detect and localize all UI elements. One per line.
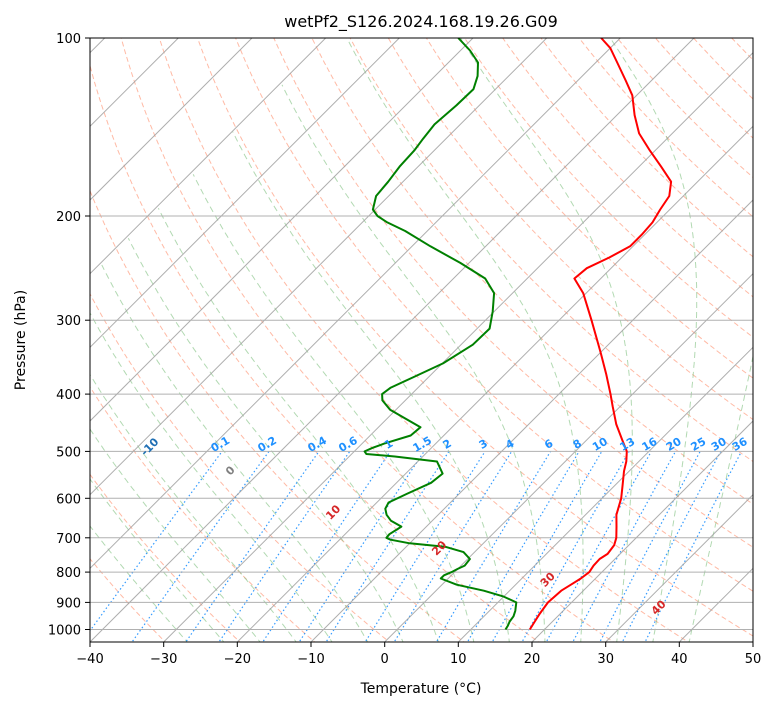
isotherm — [90, 38, 695, 642]
series-temperature-line — [528, 38, 673, 631]
x-tick-label: 50 — [745, 652, 762, 667]
mixing-ratio-line — [298, 451, 425, 642]
isotherm — [90, 38, 400, 349]
x-tick-label: 20 — [524, 652, 541, 667]
series-dewpoint-line — [363, 38, 518, 631]
x-axis: −40 −30 −20 −10 0 10 20 30 40 50 — [76, 642, 761, 667]
x-tick-label: −40 — [76, 652, 103, 667]
mixing-ratio-label: 6 — [542, 437, 555, 452]
x-axis-title: Temperature (°C) — [360, 681, 482, 697]
y-tick-label: 600 — [56, 492, 81, 507]
isotherm — [90, 38, 621, 570]
y-tick-label: 400 — [56, 388, 81, 403]
dry-adiabat — [425, 38, 753, 379]
dry-adiabat — [540, 38, 753, 258]
mixing-ratio-line — [466, 451, 580, 642]
dry-adiabat — [273, 38, 753, 548]
dry-adiabat — [654, 38, 753, 139]
y-tick-label: 1000 — [48, 624, 81, 639]
isotherm — [163, 51, 753, 642]
dry-adiabat — [158, 38, 690, 642]
mixing-ratio-line — [393, 451, 513, 642]
x-tick-label: 30 — [597, 652, 614, 667]
x-tick-label: −30 — [150, 652, 177, 667]
dry-adiabat-label: -10 — [138, 435, 161, 458]
isotherm — [678, 567, 753, 642]
dry-adiabat — [744, 11, 775, 645]
dry-adiabat — [235, 38, 753, 592]
y-tick-label: 700 — [56, 532, 81, 547]
moist-adiabat — [232, 131, 510, 642]
x-tick-label: 10 — [450, 652, 467, 667]
x-tick-label: 40 — [671, 652, 688, 667]
profiles — [363, 38, 673, 631]
isotherm — [90, 38, 327, 275]
chart-title: wetPf2_S126.2024.168.19.26.G09 — [284, 12, 558, 32]
dry-adiabat — [578, 38, 753, 218]
moist-adiabat — [90, 373, 297, 642]
dry-adiabat — [90, 473, 241, 642]
mixing-ratio-label: 3 — [477, 437, 490, 452]
y-tick-label: 800 — [56, 566, 81, 581]
moist-adiabat — [281, 84, 546, 642]
y-axis: 100 200 300 400 500 600 700 800 900 1000 — [48, 32, 90, 639]
mixing-ratio-line — [572, 451, 677, 642]
x-tick-label: −20 — [224, 652, 251, 667]
dry-adiabat — [90, 63, 540, 642]
moist-adiabat — [101, 264, 369, 642]
gridlines — [90, 38, 753, 642]
dry-adiabat — [692, 38, 753, 100]
y-tick-label: 300 — [56, 314, 81, 329]
dry-adiabat — [90, 385, 316, 642]
plot-frame — [89, 37, 754, 643]
isotherm — [90, 38, 253, 201]
mixing-ratio-line — [545, 451, 652, 642]
dry-adiabat — [502, 38, 753, 298]
mixing-ratio-line — [599, 451, 701, 642]
moist-adiabat — [157, 207, 439, 642]
mixing-ratio-line — [218, 451, 351, 642]
dry-adiabat-label: 10 — [323, 502, 343, 522]
dry-adiabat — [616, 38, 753, 179]
y-tick-label: 200 — [56, 210, 81, 225]
dry-adiabat — [349, 38, 753, 463]
dry-adiabat — [120, 38, 615, 642]
mixing-ratio-line — [325, 451, 450, 642]
y-tick-label: 100 — [56, 32, 81, 47]
moist-adiabat — [90, 311, 333, 642]
mixing-ratio-label: 2 — [441, 437, 454, 452]
dry-adiabat — [311, 38, 753, 505]
background-lines — [90, 11, 775, 645]
isotherm — [90, 38, 474, 422]
mixing-ratio-line — [364, 451, 486, 642]
moist-adiabat — [90, 525, 188, 642]
mixing-ratio-line — [435, 451, 552, 642]
moist-adiabat — [127, 237, 404, 642]
isotherm — [236, 125, 753, 642]
mixing-ratio-label: 4 — [503, 437, 516, 452]
mixing-ratio-line — [262, 451, 391, 642]
x-tick-label: 0 — [381, 652, 389, 667]
isotherm — [531, 420, 753, 642]
isotherm — [457, 346, 753, 642]
y-tick-label: 900 — [56, 596, 81, 611]
isotherm — [90, 38, 548, 496]
mixing-ratio-line — [131, 451, 270, 642]
mixing-ratio-line — [621, 451, 722, 642]
isotherm — [605, 493, 753, 642]
moist-adiabat — [609, 38, 698, 642]
moist-adiabat — [90, 428, 261, 642]
isotherm — [384, 272, 753, 642]
y-axis-title: Pressure (hPa) — [13, 290, 29, 390]
y-tick-label: 500 — [56, 445, 81, 460]
mixing-ratio-label: 1 — [382, 437, 395, 452]
isotherm — [310, 199, 753, 642]
moist-adiabat — [192, 174, 475, 642]
x-tick-label: −10 — [297, 652, 324, 667]
mixing-ratio-line — [185, 451, 320, 642]
isotherm — [752, 641, 753, 642]
mixing-ratio-line — [90, 451, 223, 632]
